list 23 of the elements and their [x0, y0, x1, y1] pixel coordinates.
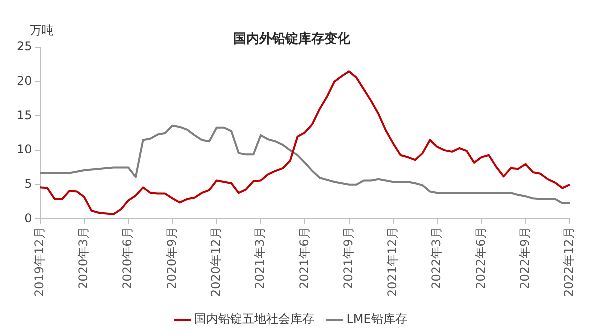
x-tick-label: 2022年6月 [474, 227, 488, 290]
legend-label: 国内铅锭五地社会库存 [194, 312, 315, 326]
x-tick-label: 2021年12月 [386, 227, 400, 298]
y-axis-title: 万吨 [30, 24, 54, 38]
x-tick-label: 2020年9月 [164, 227, 179, 290]
x-tick-label: 2020年6月 [120, 227, 135, 290]
x-tick-label: 2022年12月 [562, 227, 576, 298]
x-tick-label: 2022年9月 [518, 227, 532, 290]
y-tick-label: 10 [16, 142, 32, 157]
y-tick-label: 25 [16, 40, 32, 54]
x-tick-label: 2021年6月 [297, 227, 312, 290]
y-tick-label: 20 [16, 74, 32, 88]
x-tick-label: 2022年3月 [430, 227, 444, 290]
legend-label: LME铅库存 [346, 312, 408, 326]
x-tick-label: 2020年12月 [208, 227, 223, 298]
y-tick-label: 0 [24, 211, 32, 226]
x-tick-label: 2020年3月 [76, 227, 91, 290]
x-tick-label: 2021年3月 [253, 227, 268, 290]
x-tick-label: 2021年9月 [341, 227, 356, 290]
y-tick-label: 15 [16, 108, 32, 122]
chart-title: 国内外铅锭库存变化 [234, 31, 352, 48]
x-tick-label: 2019年12月 [32, 227, 46, 298]
y-tick-label: 5 [24, 177, 32, 191]
